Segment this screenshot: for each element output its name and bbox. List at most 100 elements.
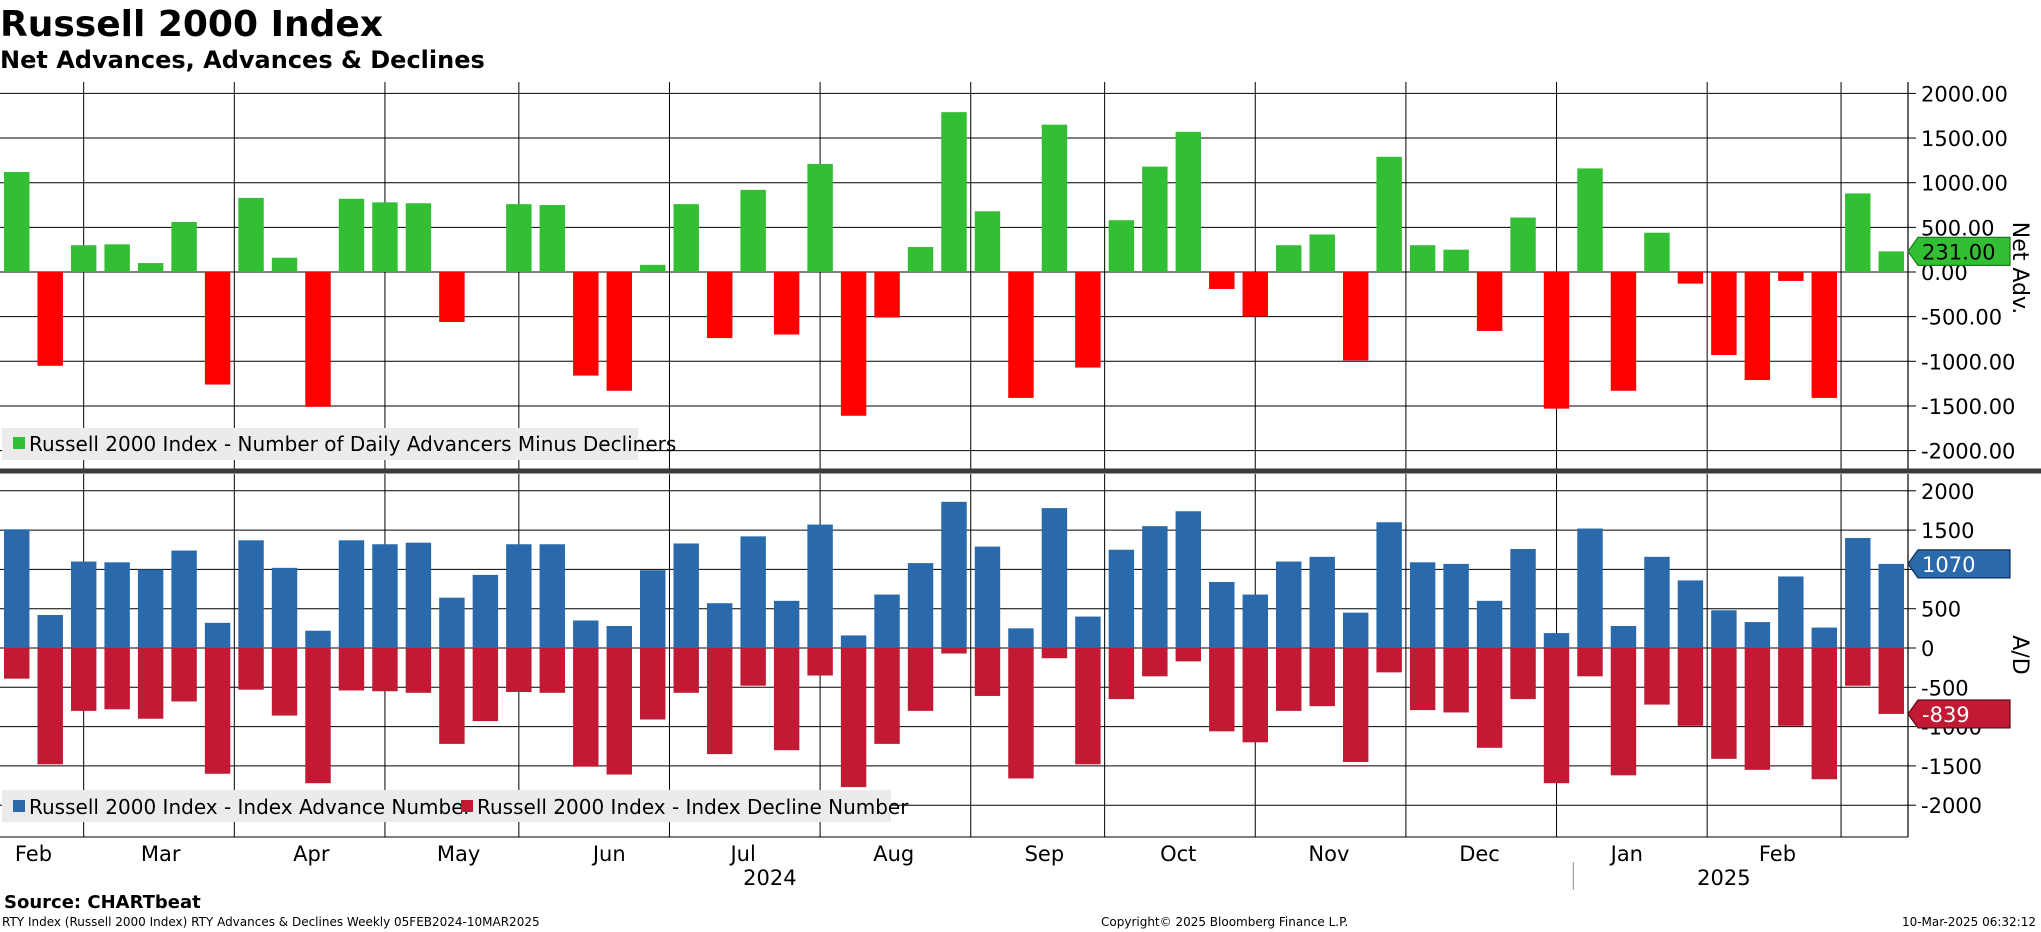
y-tick-label: 0 <box>1921 637 1934 661</box>
legend-box <box>2 790 891 822</box>
net-advance-bar <box>740 189 766 272</box>
legend-label: Russell 2000 Index - Number of Daily Adv… <box>29 432 676 456</box>
decline-bar <box>472 648 499 722</box>
decline-bar <box>4 648 30 679</box>
y-axis-title: Net Adv. <box>2007 222 2032 315</box>
net-advance-bar <box>1443 249 1469 272</box>
advance-bar <box>1610 625 1637 648</box>
decline-bar <box>1610 648 1637 776</box>
net-advance-bar <box>1476 272 1503 331</box>
advance-bar <box>1342 612 1369 648</box>
net-advance-bar <box>506 204 532 272</box>
decline-bar <box>1543 648 1570 784</box>
y-tick-label: 1500.00 <box>1921 127 2008 151</box>
net-advance-bar <box>37 272 63 366</box>
advance-bar <box>573 620 599 648</box>
advance-bar <box>773 600 800 648</box>
decline-bar <box>171 648 197 702</box>
net-advance-bar <box>1409 245 1436 272</box>
advance-bar <box>1644 556 1670 648</box>
advance-bar <box>1510 548 1536 648</box>
month-label: Jun <box>591 842 626 866</box>
net-advance-bar <box>1711 272 1737 356</box>
net-advance-bar <box>941 112 967 272</box>
advance-bar <box>840 635 867 648</box>
net-advance-bar <box>1376 156 1402 272</box>
decline-bar <box>539 648 566 693</box>
advance-bar <box>305 630 331 648</box>
y-tick-label: -1500.00 <box>1921 395 2015 419</box>
decline-bar <box>807 648 833 676</box>
net-advance-bar <box>1543 272 1570 409</box>
net-advance-bar <box>1242 272 1268 317</box>
advance-bar <box>472 574 499 648</box>
advance-bar <box>1075 616 1101 648</box>
net-advance-bar <box>171 221 197 272</box>
advance-bar <box>874 594 900 648</box>
decline-bar <box>974 648 1001 696</box>
decline-bar <box>840 648 867 788</box>
chart-title: Russell 2000 Index <box>0 4 383 45</box>
advance-bar <box>137 569 164 648</box>
decline-bar <box>1677 648 1704 726</box>
y-tick-label: 2000.00 <box>1921 82 2008 106</box>
advance-bar <box>4 529 30 648</box>
month-label: Aug <box>873 842 914 866</box>
decline-bar <box>70 648 97 711</box>
advance-bar <box>1577 528 1603 648</box>
decline-bar <box>1242 648 1268 743</box>
net-advance-bar <box>1744 272 1771 381</box>
net-advance-bar <box>807 163 833 272</box>
x-axis: Feb Mar Apr May Jun Jul Aug Sep Oct Nov Dec Jan Feb 2… <box>0 836 1908 890</box>
advance-bar <box>439 597 465 648</box>
month-label: May <box>437 842 480 866</box>
advance-bar <box>1309 556 1335 648</box>
net-advance-bar <box>773 272 800 335</box>
decline-bar <box>1744 648 1771 770</box>
y-axis-title: A/D <box>2007 635 2032 674</box>
advance-bar <box>405 542 432 648</box>
decline-bar <box>1845 648 1871 686</box>
net-advance-bar <box>539 205 566 272</box>
advance-bar <box>372 544 398 648</box>
advance-bar <box>1811 627 1838 648</box>
net-advance-bar <box>606 272 632 391</box>
net-advance-bar <box>104 244 130 272</box>
decline-bar <box>1443 648 1469 713</box>
net-advance-bar <box>1778 272 1804 281</box>
net-advance-bar <box>1577 168 1603 272</box>
advance-bar <box>1175 511 1202 648</box>
legend-swatch <box>13 800 25 812</box>
decline-bar <box>740 648 766 686</box>
decline-bar <box>1778 648 1804 726</box>
advance-bar <box>104 562 130 648</box>
decline-bar <box>874 648 900 744</box>
advance-bar <box>1276 561 1302 648</box>
decline-bar <box>1476 648 1503 748</box>
net-advance-bar <box>1510 217 1536 272</box>
net-advance-bar <box>1878 251 1904 272</box>
advance-bar <box>974 546 1001 648</box>
decline-bar <box>338 648 365 691</box>
net-advance-bar <box>673 204 699 272</box>
advances-declines-panel: 2000150010005000-500-1000-1500-2000A/D10… <box>0 474 2032 837</box>
advance-bar <box>1677 580 1704 648</box>
net-advance-bar <box>1209 272 1235 289</box>
decline-bar <box>773 648 800 751</box>
advance-bar <box>941 501 967 648</box>
decline-bar <box>573 648 599 767</box>
y-tick-label: -2000 <box>1921 794 1982 818</box>
net-advance-bar <box>372 202 398 272</box>
decline-bar <box>941 648 967 654</box>
month-label: Dec <box>1459 842 1500 866</box>
net-advance-bar <box>137 263 164 272</box>
net-advance-bar <box>1677 272 1704 284</box>
decline-bar <box>1075 648 1101 765</box>
month-label: Feb <box>15 842 52 866</box>
advance-bar <box>673 543 699 648</box>
net-advance-bar <box>1811 272 1838 398</box>
decline-bar <box>1276 648 1302 711</box>
decline-bar <box>673 648 699 693</box>
advance-bar <box>338 540 365 648</box>
advance-bar <box>1845 537 1871 648</box>
